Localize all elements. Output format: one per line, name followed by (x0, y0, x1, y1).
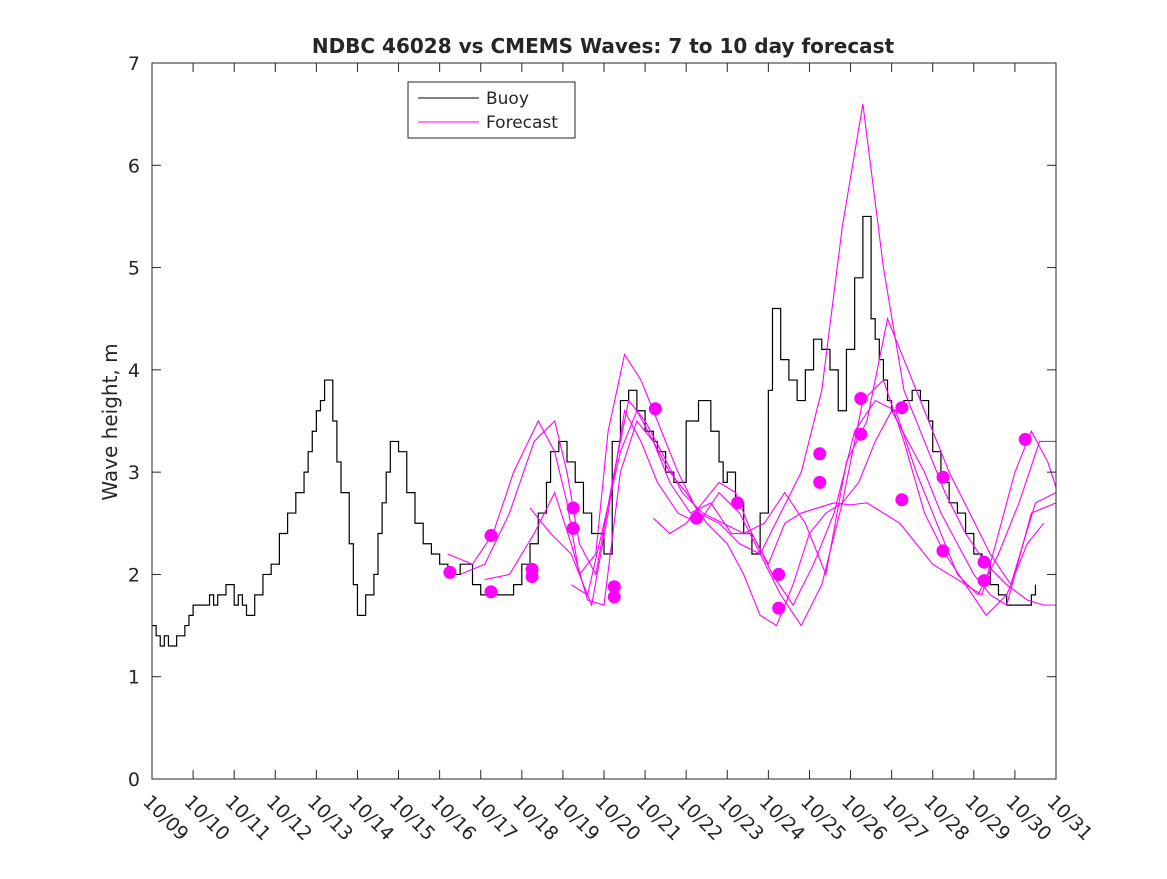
y-axis: 0 1 2 3 4 5 6 7 (128, 53, 1056, 791)
forecast-marker (772, 601, 786, 615)
forecast-marker (813, 475, 827, 489)
buoy-series-line (152, 215, 1037, 647)
y-tick-label: 1 (128, 667, 140, 689)
forecast-run-line (570, 399, 1056, 607)
forecast-marker (977, 555, 991, 569)
y-axis-label: Wave height, m (98, 343, 122, 500)
legend-box (407, 81, 576, 139)
forecast-marker (731, 496, 745, 510)
forecast-marker (772, 567, 786, 581)
forecast-run-line (484, 409, 1057, 627)
forecast-marker (566, 501, 580, 515)
chart-title: NDBC 46028 vs CMEMS Waves: 7 to 10 day f… (312, 34, 895, 58)
forecast-marker (895, 493, 909, 507)
forecast-run-line (447, 103, 1056, 606)
y-tick-label: 4 (128, 360, 140, 382)
forecast-marker (813, 447, 827, 461)
forecast-marker (854, 427, 868, 441)
forecast-marker (689, 511, 703, 525)
forecast-marker (936, 544, 950, 558)
forecast-marker (936, 470, 950, 484)
forecast-marker (607, 580, 621, 594)
forecast-marker (525, 569, 539, 583)
y-tick-label: 3 (128, 462, 140, 484)
y-tick-label: 7 (128, 53, 140, 75)
forecast-marker (648, 402, 662, 416)
forecast-marker (977, 574, 991, 588)
forecast-marker (895, 401, 909, 415)
y-tick-label: 5 (128, 258, 140, 280)
forecast-marker (607, 590, 621, 604)
forecast-run-line (529, 379, 1045, 627)
y-tick-label: 0 (128, 769, 140, 791)
y-tick-label: 2 (128, 564, 140, 586)
forecast-marker (484, 585, 498, 599)
forecast-run-line (652, 429, 1057, 596)
forecast-marker (1018, 432, 1032, 446)
legend-forecast-label: Forecast (486, 113, 558, 133)
legend-buoy-label: Buoy (486, 89, 529, 109)
y-tick-label: 6 (128, 155, 140, 177)
forecast-marker (484, 529, 498, 543)
forecast-marker (854, 391, 868, 405)
forecast-marker (443, 565, 457, 579)
legend: Buoy Forecast (407, 81, 576, 139)
plot-area (152, 103, 1057, 647)
forecast-marker (566, 521, 580, 535)
